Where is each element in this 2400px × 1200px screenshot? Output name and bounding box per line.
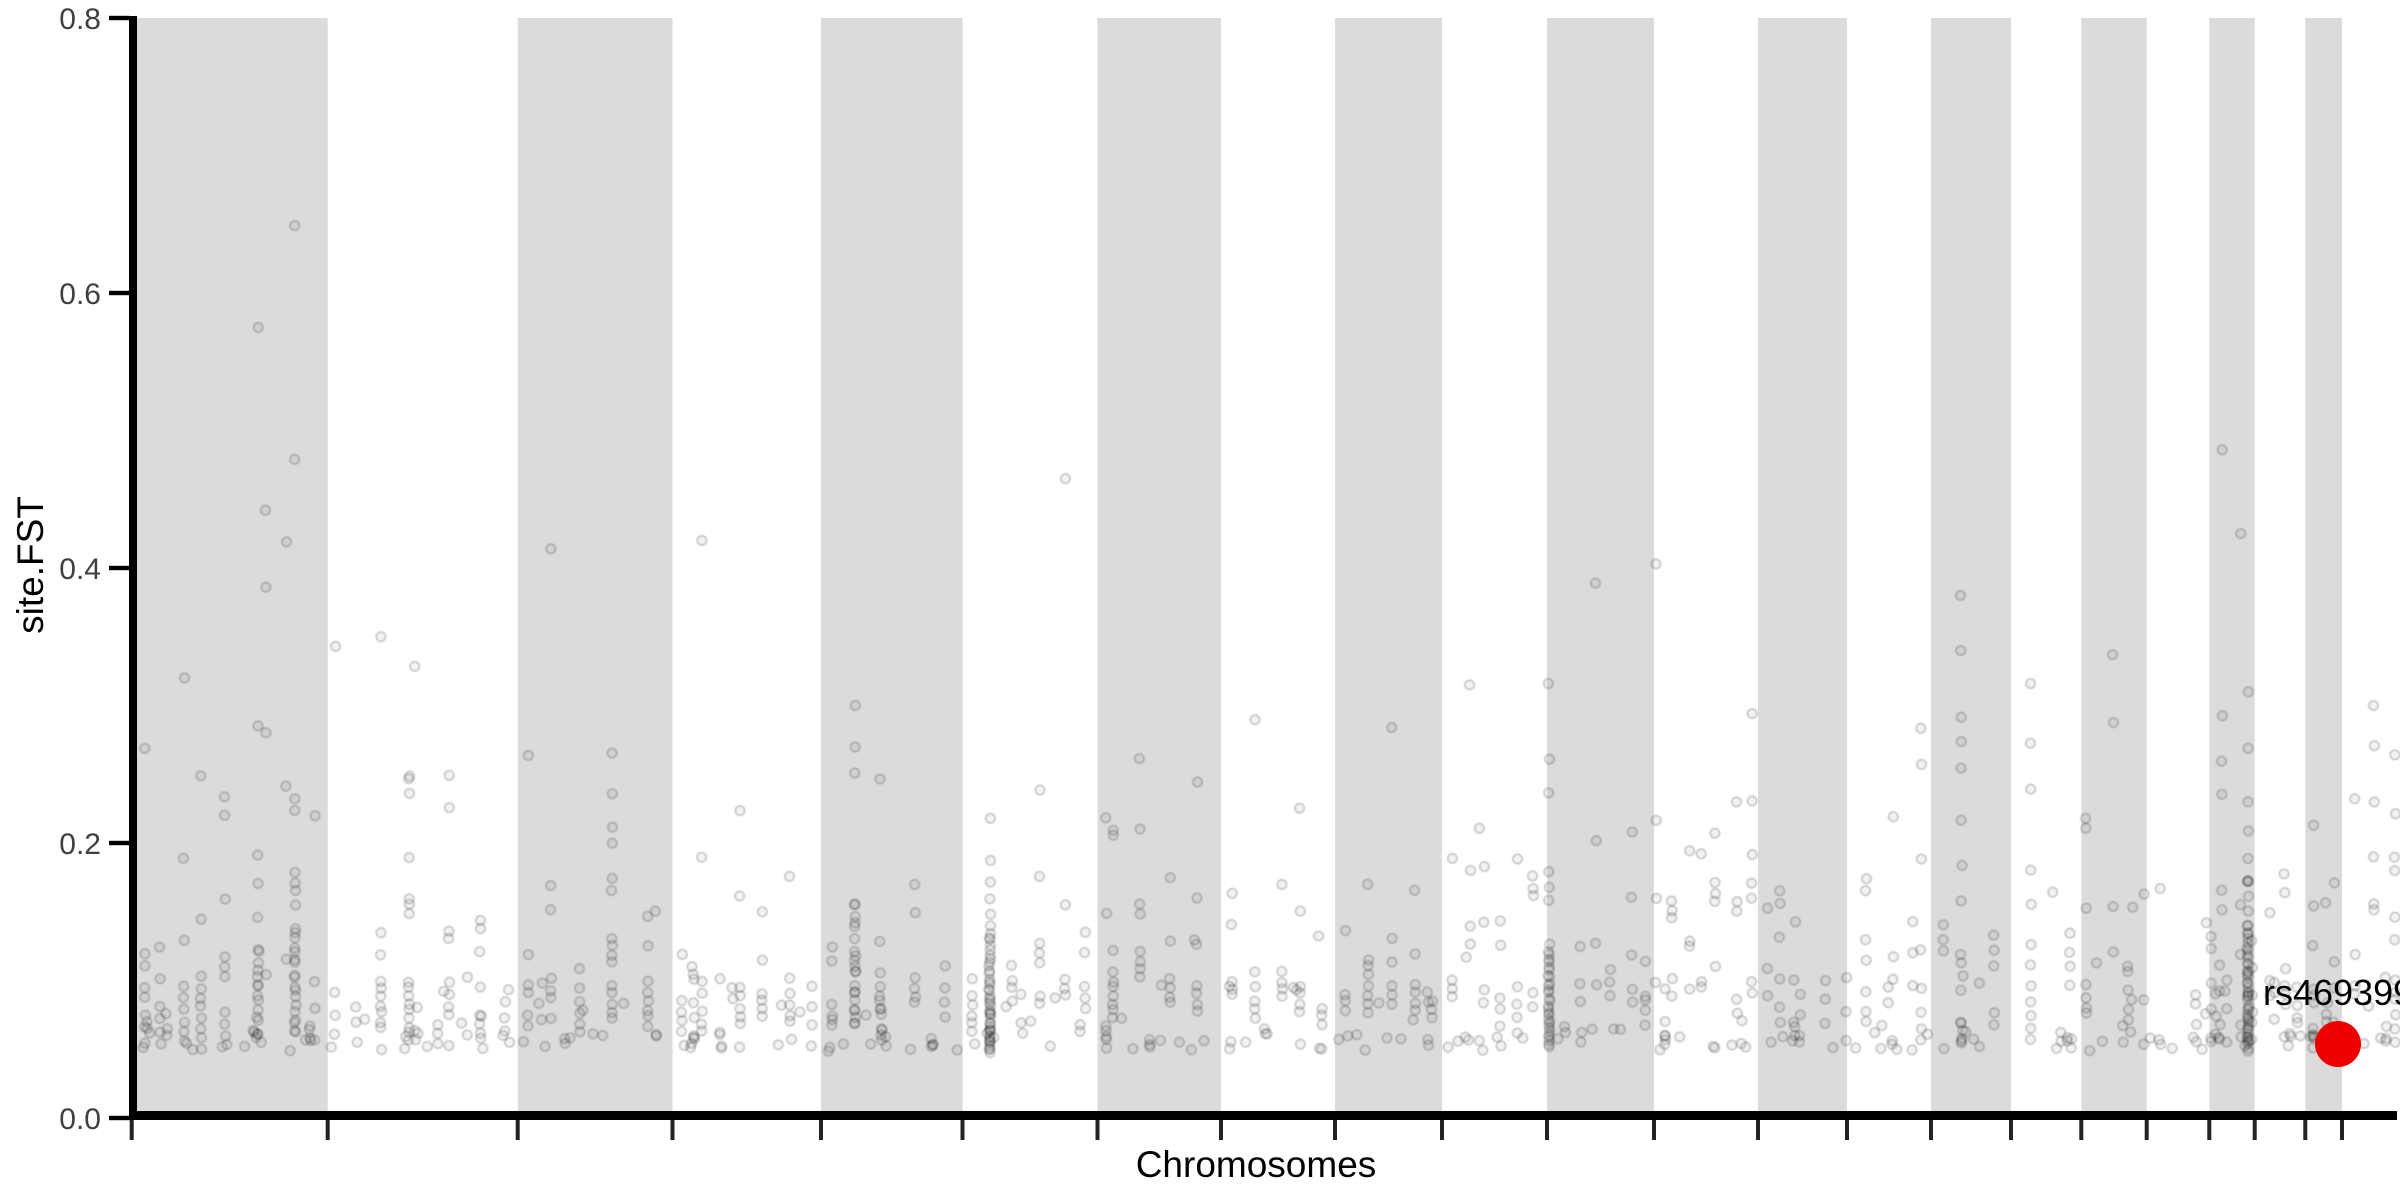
svg-text:Chromosomes: Chromosomes [1136, 1144, 1377, 1185]
svg-text:0.4: 0.4 [59, 553, 101, 586]
svg-text:site.FST: site.FST [10, 496, 51, 634]
svg-text:rs4693999: rs4693999 [2263, 972, 2400, 1013]
svg-text:0.6: 0.6 [59, 278, 101, 311]
svg-text:0.2: 0.2 [59, 828, 101, 861]
svg-text:0.0: 0.0 [59, 1103, 101, 1136]
svg-text:0.8: 0.8 [59, 3, 101, 36]
